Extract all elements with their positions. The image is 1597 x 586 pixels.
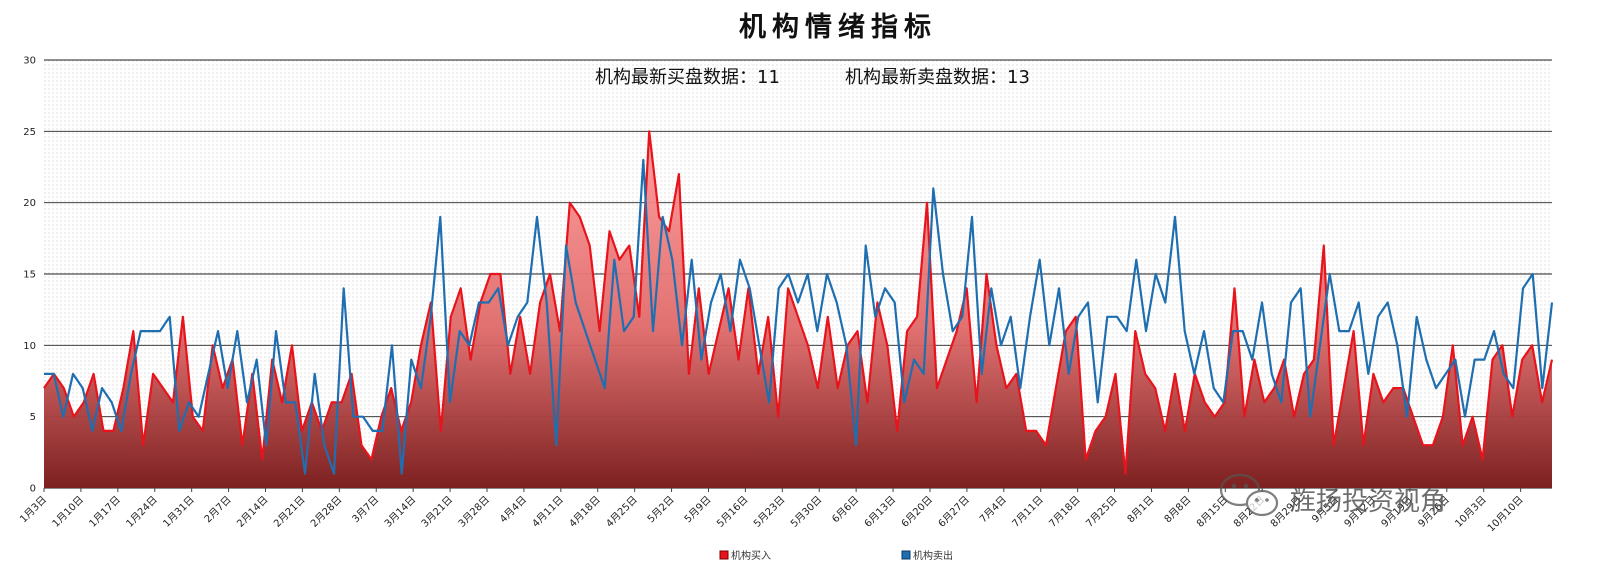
x-tick-label: 7月11日 (1010, 494, 1046, 530)
chart-title: 机构情绪指标 (739, 12, 937, 43)
x-tick-label: 4月4日 (497, 494, 529, 526)
x-tick-label: 1月3日 (17, 494, 49, 526)
legend: 机构买入 机构卖出 (719, 549, 953, 562)
x-tick-label: 3月14日 (382, 494, 418, 530)
watermark: 旌扬投资视角 (1219, 473, 1446, 517)
x-tick-label: 6月27日 (936, 494, 972, 530)
legend-label-sell: 机构卖出 (913, 549, 953, 562)
legend-item-sell: 机构卖出 (901, 549, 953, 562)
x-tick-label: 7月4日 (977, 494, 1009, 526)
x-tick-label: 6月20日 (899, 494, 935, 530)
x-tick-label: 7月18日 (1047, 494, 1083, 530)
x-tick-label: 6月13日 (862, 494, 898, 530)
legend-label-buy: 机构买入 (731, 549, 771, 562)
x-tick-label: 7月25日 (1084, 494, 1120, 530)
legend-swatch-buy (719, 550, 729, 560)
x-tick-label: 8月1日 (1125, 494, 1157, 526)
y-tick-label: 10 (23, 341, 36, 352)
x-tick-label: 6月6日 (830, 494, 862, 526)
x-tick-label: 2月21日 (271, 494, 307, 530)
x-tick-label: 2月7日 (202, 494, 234, 526)
wechat-icon (1219, 473, 1279, 517)
buy-area (44, 131, 1552, 489)
x-tick-label: 3月21日 (419, 494, 455, 530)
x-tick-label: 4月25日 (604, 494, 640, 530)
area-layer (44, 131, 1552, 489)
x-tick-label: 5月9日 (682, 494, 714, 526)
buy-latest-label: 机构最新买盘数据：11 (595, 67, 780, 88)
y-axis-ticks: 0 5 10 15 20 25 30 (23, 56, 36, 495)
sell-series-line (44, 158, 1554, 475)
sell-latest-label: 机构最新卖盘数据：13 (845, 67, 1030, 88)
line-layer (43, 130, 1554, 475)
y-tick-label: 20 (23, 198, 36, 209)
x-tick-label: 3月7日 (350, 494, 382, 526)
x-tick-label: 8月8日 (1162, 494, 1194, 526)
x-tick-label: 5月30日 (788, 494, 824, 530)
x-tick-label: 1月24日 (124, 494, 160, 530)
y-tick-label: 5 (30, 412, 36, 423)
x-tick-label: 3月28日 (456, 494, 492, 530)
x-tick-label: 2月14日 (234, 494, 270, 530)
x-tick-label: 1月17日 (87, 494, 123, 530)
x-tick-label: 1月31日 (161, 494, 197, 530)
y-tick-label: 15 (23, 270, 36, 281)
y-tick-label: 0 (30, 484, 36, 495)
x-tick-label: 5月2日 (645, 494, 677, 526)
buy-series-line (43, 130, 1554, 475)
y-tick-label: 25 (23, 127, 36, 138)
x-tick-label: 10月3日 (1453, 494, 1489, 530)
legend-swatch-sell (901, 550, 911, 560)
y-tick-label: 30 (23, 56, 36, 67)
x-tick-label: 1月10日 (50, 494, 86, 530)
x-tick-label: 5月16日 (714, 494, 750, 530)
x-tick-label: 10月10日 (1485, 494, 1526, 535)
x-tick-label: 4月11日 (530, 494, 566, 530)
watermark-text: 旌扬投资视角 (1290, 487, 1446, 517)
x-tick-label: 5月23日 (751, 494, 787, 530)
x-tick-label: 2月28日 (308, 494, 344, 530)
legend-item-buy: 机构买入 (719, 549, 771, 562)
x-tick-label: 4月18日 (567, 494, 603, 530)
